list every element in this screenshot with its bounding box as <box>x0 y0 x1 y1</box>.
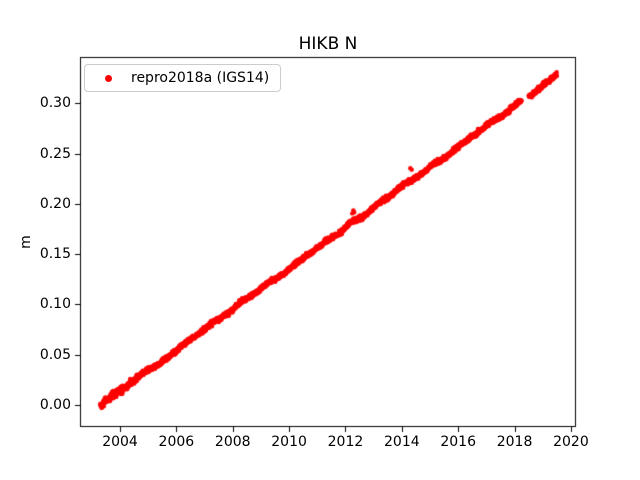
y-tick-label: 0.10 <box>39 296 71 313</box>
y-tick-label: 0.00 <box>39 396 71 413</box>
y-tick-label: 0.15 <box>39 246 71 263</box>
y-tick-label: 0.20 <box>39 195 71 212</box>
x-tick-label: 2018 <box>496 434 533 450</box>
y-tick-label: 0.30 <box>39 95 71 112</box>
legend-label: repro2018a (IGS14) <box>131 70 270 86</box>
x-tick-label: 2020 <box>553 434 589 450</box>
x-tick-label: 2008 <box>214 434 251 450</box>
legend-marker-icon <box>105 75 112 82</box>
chart-title: HIKB N <box>298 34 358 54</box>
y-tick-label: 0.05 <box>39 346 71 363</box>
x-tick-label: 2014 <box>384 434 420 450</box>
x-tick-label: 2010 <box>271 434 307 450</box>
y-tick-label: 0.25 <box>39 145 71 162</box>
legend: repro2018a (IGS14) <box>84 64 281 92</box>
x-tick-label: 2012 <box>327 434 364 450</box>
x-tick-label: 2004 <box>102 434 138 450</box>
x-tick-label: 2016 <box>440 434 477 450</box>
x-tick-label: 2006 <box>158 434 195 450</box>
